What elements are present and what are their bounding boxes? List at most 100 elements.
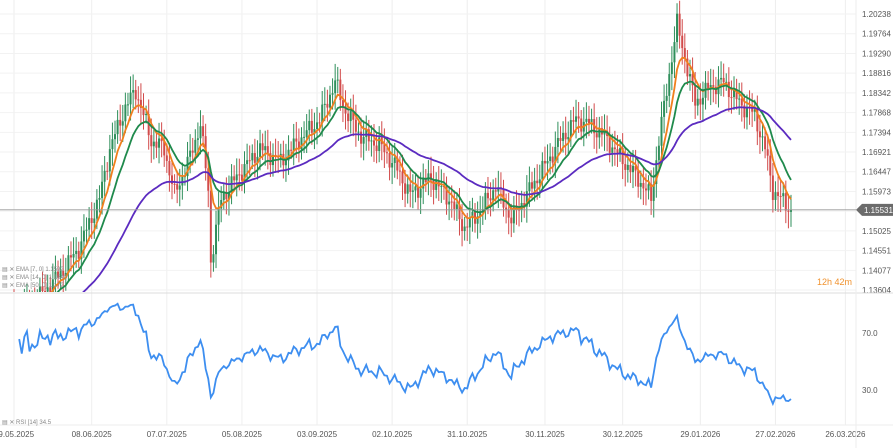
candle-body	[297, 141, 300, 150]
candle-body	[461, 219, 464, 232]
candle-body	[559, 137, 562, 141]
candle-body	[406, 184, 409, 194]
candle-body	[181, 176, 184, 186]
legend-ema-7[interactable]: ▤ ✕ EMA [7, 0] 1.1592	[2, 267, 64, 273]
candle-body	[471, 211, 474, 218]
candle-body	[629, 164, 632, 173]
candle-body	[598, 128, 601, 138]
candle-body	[745, 106, 748, 118]
candle-body	[484, 192, 487, 209]
candle-body	[165, 155, 168, 161]
legend-ema-50[interactable]: ▤ ✕ EMA [50, 0] 1.172	[2, 283, 64, 289]
legend-rsi[interactable]: ▤ ✕ RSI [14] 34.5	[2, 420, 52, 426]
candle-body	[103, 170, 106, 182]
candle-body	[575, 116, 578, 122]
candle-body	[142, 107, 145, 116]
candle-body	[85, 229, 88, 231]
candle-body	[168, 160, 171, 176]
candle-body	[562, 132, 565, 141]
candle-body	[536, 180, 539, 184]
candle-body	[38, 286, 41, 292]
candle-body	[259, 143, 262, 157]
candle-body	[686, 58, 689, 77]
candle-body	[569, 120, 572, 138]
candle-body	[300, 137, 303, 150]
candle-body	[751, 108, 754, 112]
candle-body	[101, 181, 104, 199]
price-tick-label: 1.17394	[862, 128, 891, 137]
candle-body	[660, 116, 663, 146]
price-tick-label: 1.13604	[862, 286, 891, 295]
candle-body	[608, 136, 611, 153]
candle-body	[8, 319, 10, 320]
price-tick-label: 1.19764	[862, 30, 891, 39]
candle-body	[26, 300, 28, 306]
candle-body	[714, 86, 717, 95]
x-tick-label: 30.11.2025	[525, 430, 565, 439]
candle-body	[429, 173, 432, 181]
candle-body	[740, 98, 743, 106]
candle-body	[116, 119, 119, 135]
price-tick-label: 1.16447	[862, 168, 891, 177]
candle-body	[222, 192, 225, 200]
candle-body	[284, 160, 287, 166]
candle-body	[642, 183, 645, 189]
candle-body	[790, 209, 792, 212]
candle-body	[114, 134, 117, 140]
candle-body	[644, 188, 647, 191]
candle-body	[233, 176, 236, 181]
candle-body	[238, 174, 241, 176]
candle-body	[75, 250, 78, 254]
candle-body	[240, 174, 243, 181]
candle-body	[23, 305, 25, 317]
candle-body	[580, 118, 583, 132]
candle-body	[334, 80, 337, 94]
candle-body	[98, 198, 101, 200]
candle-body	[227, 191, 230, 200]
candle-body	[523, 203, 526, 207]
candle-body	[733, 89, 736, 98]
candle-body	[510, 217, 513, 224]
candle-body	[725, 81, 728, 83]
x-tick-label: 29.01.2026	[680, 430, 721, 439]
legend-ema-14[interactable]: ▤ ✕ EMA [14, 0] 1.1640	[2, 275, 68, 281]
candle-body	[652, 183, 655, 201]
candle-body	[5, 320, 7, 321]
candle-body	[440, 185, 443, 187]
candle-body	[730, 97, 733, 99]
candle-body	[194, 139, 197, 153]
candle-body	[199, 126, 202, 139]
price-tick-label: 1.15025	[862, 227, 891, 236]
candle-body	[398, 170, 401, 172]
candle-body	[722, 77, 725, 83]
candle-body	[738, 98, 741, 100]
candle-body	[129, 92, 132, 105]
candle-body	[266, 146, 269, 154]
candle-body	[639, 183, 642, 187]
candle-body	[344, 106, 347, 114]
candle-body	[435, 180, 438, 190]
candle-body	[587, 118, 590, 124]
candle-body	[82, 230, 85, 242]
candle-body	[709, 85, 712, 89]
candle-body	[678, 13, 681, 36]
candle-body	[670, 62, 673, 75]
candle-body	[554, 146, 557, 163]
candle-body	[292, 138, 295, 151]
candle-body	[691, 74, 694, 86]
candle-body	[217, 208, 220, 225]
candle-body	[352, 111, 355, 120]
x-tick-label: 03.09.2025	[297, 430, 338, 439]
x-tick-label: 26.03.2026	[825, 430, 866, 439]
x-tick-label: 08.06.2025	[72, 430, 113, 439]
x-tick-label: 09.05.2025	[0, 430, 35, 439]
candle-body	[393, 157, 396, 164]
candle-body	[88, 218, 91, 230]
candle-body	[134, 90, 137, 100]
candle-body	[543, 160, 546, 164]
candle-body	[378, 137, 381, 152]
candle-body	[707, 82, 710, 89]
candle-body	[735, 89, 738, 100]
candle-body	[533, 180, 536, 189]
